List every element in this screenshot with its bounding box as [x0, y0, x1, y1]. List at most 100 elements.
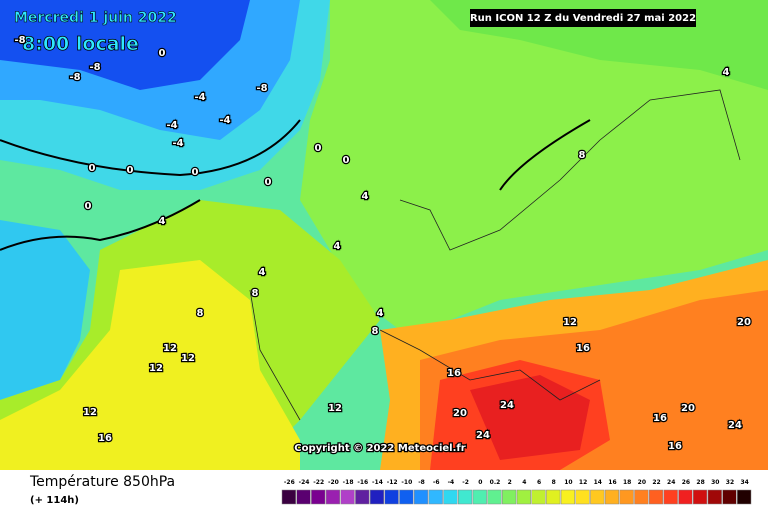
isotherm-label: 0: [343, 155, 350, 166]
isotherm-label: 12: [563, 317, 577, 328]
legend-swatch: [546, 489, 561, 505]
isotherm-label: 0: [192, 167, 199, 178]
legend-swatch: [502, 489, 517, 505]
legend-label: 22: [652, 479, 660, 486]
isotherm: [0, 119, 591, 251]
legend-swatch: [384, 489, 399, 505]
legend-label: 30: [711, 479, 719, 486]
isotherm-label: -4: [219, 115, 230, 126]
legend-label: 14: [594, 479, 602, 486]
legend: -26 -24 -22 -20 -18 -16 -14 -12 -10 -8 -6 -4 -2 0 0.2 2…: [281, 479, 752, 505]
legend-swatch: [472, 489, 487, 505]
legend-swatch: [604, 489, 620, 505]
isotherm-label: 4: [159, 216, 166, 227]
isotherm-label: 12: [181, 353, 195, 364]
zone-darkred: [470, 375, 590, 460]
isotherm-label: 16: [576, 343, 590, 354]
isotherm-label: 24: [500, 400, 514, 411]
legend-label: -20: [328, 479, 339, 486]
legend-swatch: [487, 489, 502, 505]
map-time: 8:00 locale: [22, 33, 139, 55]
isotherm-label: 0: [159, 48, 166, 59]
isotherm-label: 12: [328, 403, 342, 414]
isotherm-label: 20: [453, 408, 467, 419]
legend-label: -8: [418, 479, 425, 486]
isotherm-label: 4: [723, 67, 730, 78]
legend-label: 8: [552, 479, 556, 486]
legend-swatch: [355, 489, 370, 505]
legend-label: -2: [462, 479, 469, 486]
map-labels: -8-8-8-8-4-4 -4-400 0 000004444488881212121…: [13, 34, 752, 454]
legend-swatch: [560, 489, 575, 505]
legend-label: 32: [726, 479, 734, 486]
legend-swatch: [531, 489, 546, 505]
isotherm-label: 12: [149, 363, 163, 374]
legend-swatch: [590, 489, 605, 505]
legend-swatch: [722, 489, 737, 505]
legend-swatch: [340, 489, 355, 505]
legend-label: 0.2: [490, 479, 501, 486]
isotherm-label: 24: [476, 430, 490, 441]
isotherm-label: 16: [653, 413, 667, 424]
legend-label: -6: [433, 479, 440, 486]
legend-label: 20: [638, 479, 646, 486]
legend-label: 4: [522, 479, 526, 486]
isotherm-label: 12: [163, 343, 177, 354]
legend-swatch: [325, 489, 340, 505]
legend-swatch: [663, 489, 678, 505]
legend-label: -22: [313, 479, 324, 486]
legend-label: -4: [448, 479, 455, 486]
isotherm-label: 16: [668, 441, 682, 452]
isotherm-label: 8: [579, 150, 586, 161]
isotherm-label: -8: [69, 72, 80, 83]
map-date: Mercredi 1 juin 2022: [14, 10, 177, 26]
isotherm-label: 4: [259, 267, 266, 278]
legend-swatch: [707, 489, 722, 505]
legend-label: 34: [740, 479, 748, 486]
isotherm-label: 0: [127, 165, 134, 176]
legend-label: 28: [696, 479, 704, 486]
legend-swatch: [516, 489, 531, 505]
legend-label: -16: [357, 479, 368, 486]
legend-label: 12: [579, 479, 587, 486]
isotherm-label: 8: [197, 308, 204, 319]
footer-lead: (+ 114h): [30, 495, 79, 506]
isotherm-label: 0: [85, 201, 92, 212]
legend-label: 26: [682, 479, 690, 486]
legend-swatch: [737, 489, 752, 505]
isotherm-label: 4: [334, 241, 341, 252]
legend-swatch: [399, 489, 414, 505]
isotherm-label: 12: [83, 407, 97, 418]
isotherm-label: 0: [315, 143, 322, 154]
run-info: Run ICON 12 Z du Vendredi 27 mai 2022: [470, 13, 696, 24]
legend-swatch: [575, 489, 590, 505]
zone-green: [300, 0, 768, 330]
legend-label: 6: [537, 479, 541, 486]
isotherm-label: -8: [256, 83, 267, 94]
legend-label: 16: [608, 479, 616, 486]
legend-swatch: [281, 489, 296, 505]
legend-swatch: [458, 489, 473, 505]
legend-swatch: [413, 489, 429, 505]
legend-label: 0: [478, 479, 482, 486]
zone-blue: [0, 0, 250, 90]
legend-swatch: [693, 489, 708, 505]
legend-swatch: [443, 489, 458, 505]
isotherm-label: 20: [681, 403, 695, 414]
isotherm-label: 8: [372, 326, 379, 337]
legend-swatch: [634, 489, 649, 505]
legend-swatch: [428, 489, 443, 505]
legend-label: -14: [372, 479, 383, 486]
zone-cyan-w: [0, 220, 90, 400]
isotherm-label: -8: [89, 62, 100, 73]
legend-label: 10: [564, 479, 572, 486]
legend-swatch: [678, 489, 693, 505]
isotherm-label: 8: [252, 288, 259, 299]
isotherm-label: -8: [14, 35, 25, 46]
isotherm-label: 0: [265, 177, 272, 188]
legend-label: -10: [401, 479, 412, 486]
legend-swatch: [369, 489, 385, 505]
legend-label: -24: [299, 479, 310, 486]
